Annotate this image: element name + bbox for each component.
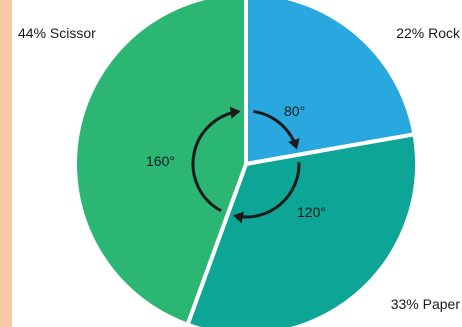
arrowhead-paper (233, 211, 245, 224)
pie-slice-scissor (73, 0, 248, 327)
angle-label-paper: 120° (297, 204, 326, 220)
rotation-arc-scissor (191, 110, 239, 213)
rotation-arc-paper (234, 162, 301, 219)
pie-slices (73, 0, 419, 327)
angle-label-rock: 80° (284, 103, 305, 119)
arrowhead-scissor (229, 106, 241, 119)
angle-label-scissor: 160° (146, 153, 175, 169)
pie-slice-rock (244, 0, 417, 166)
arrowhead-rock (288, 138, 300, 150)
rotation-arrows (191, 106, 301, 224)
pie-slice-paper (185, 132, 419, 327)
slice-label-scissor: 44% Scissor (18, 25, 96, 41)
slice-label-paper: 33% Paper (391, 296, 461, 312)
slice-label-rock: 22% Rock (396, 25, 461, 41)
